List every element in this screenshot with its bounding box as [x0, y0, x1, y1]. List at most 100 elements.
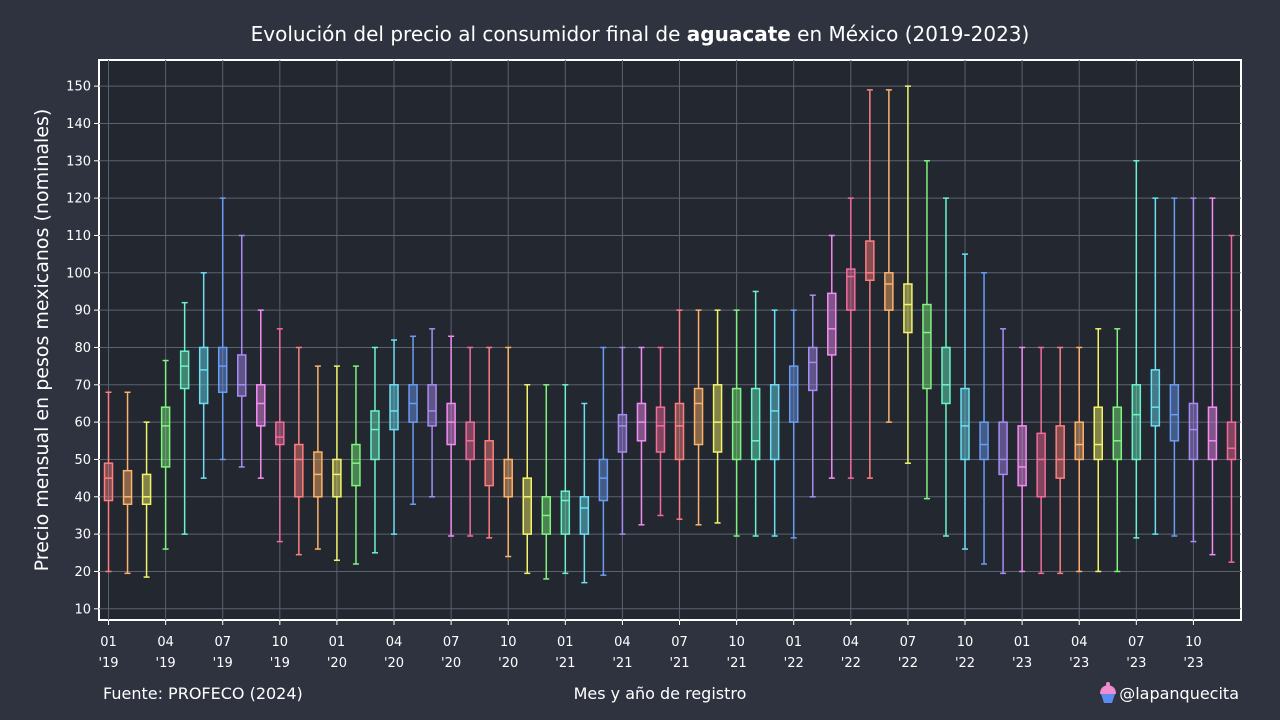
box-2020-01	[332, 365, 342, 562]
box-2021-03	[598, 346, 609, 576]
chart-title-prefix: Evolución del precio al consumidor final…	[251, 22, 687, 46]
box-2021-09	[712, 309, 723, 524]
x-tick-month: 04	[614, 635, 631, 650]
box-2020-10	[503, 346, 513, 558]
box-iqr	[217, 346, 228, 394]
box-2022-05	[865, 89, 875, 479]
x-tick-month: 04	[843, 635, 860, 650]
box-iqr	[1036, 432, 1046, 498]
box-2021-10	[731, 309, 742, 537]
y-tick-label: 50	[74, 453, 91, 468]
box-iqr	[808, 346, 818, 392]
y-tick-label: 110	[66, 229, 91, 244]
box-2022-12	[998, 328, 1008, 575]
x-tick-year: '19	[156, 656, 176, 671]
box-2022-02	[808, 294, 818, 498]
box-2019-05	[179, 301, 190, 535]
box-2023-11	[1207, 197, 1218, 556]
y-tick-label: 150	[66, 80, 91, 95]
box-2021-07	[674, 309, 685, 520]
x-tick-month: 04	[1071, 635, 1088, 650]
x-tick-year: '23	[1069, 656, 1089, 671]
box-iqr	[1150, 369, 1161, 427]
chart-title-suffix: en México (2019-2023)	[791, 22, 1030, 46]
box-2020-11	[522, 384, 532, 575]
box-2020-03	[370, 346, 380, 554]
box-2020-09	[484, 346, 494, 539]
box-iqr	[674, 402, 685, 461]
y-tick-label: 60	[74, 416, 91, 431]
box-iqr	[122, 469, 133, 506]
y-tick-label: 130	[66, 154, 91, 169]
x-tick-year: '23	[1126, 656, 1146, 671]
box-2019-03	[141, 421, 152, 578]
x-tick-month: 01	[785, 635, 802, 650]
y-tick-label: 120	[66, 192, 91, 207]
box-iqr	[1188, 402, 1199, 461]
box-2022-09	[941, 197, 951, 537]
chart-title-product: aguacate	[687, 22, 791, 46]
box-iqr	[237, 354, 247, 397]
box-2019-06	[198, 272, 209, 479]
box-2021-04	[617, 346, 628, 535]
box-2023-12	[1226, 234, 1237, 563]
x-axis-ticks: 01 '19 04 '19 07 '19 10 '19 01 '20 04 '20 07 '20 10 '20…	[98, 620, 1203, 671]
box-iqr	[522, 477, 532, 535]
x-tick-year: '21	[669, 656, 689, 671]
box-iqr	[998, 421, 1008, 476]
box-iqr	[141, 473, 152, 506]
x-tick-year: '21	[727, 656, 747, 671]
box-iqr	[827, 292, 837, 356]
box-iqr	[769, 384, 780, 461]
x-axis-label: Mes y año de registro	[574, 684, 747, 703]
box-iqr	[788, 365, 799, 423]
x-tick-year: '22	[784, 656, 804, 671]
x-tick-month: 07	[1128, 635, 1145, 650]
box-iqr	[179, 350, 190, 390]
box-iqr	[1169, 384, 1180, 442]
y-tick-label: 80	[74, 341, 91, 356]
box-2020-04	[389, 339, 399, 535]
x-tick-month: 04	[386, 635, 403, 650]
y-tick-label: 70	[74, 378, 91, 393]
box-iqr	[275, 421, 285, 446]
x-tick-month: 01	[100, 635, 117, 650]
box-iqr	[922, 303, 932, 390]
author-handle: @lapanquecita	[1119, 684, 1239, 703]
box-iqr	[1017, 425, 1027, 487]
box-iqr	[1074, 421, 1084, 461]
box-2019-02	[122, 391, 133, 575]
box-iqr	[979, 421, 989, 461]
x-tick-month: 01	[1014, 635, 1031, 650]
box-iqr	[579, 496, 590, 535]
box-iqr	[960, 387, 970, 461]
box-2023-07	[1131, 160, 1142, 539]
box-iqr	[655, 406, 666, 453]
y-tick-label: 10	[74, 602, 91, 617]
y-tick-label: 140	[66, 117, 91, 132]
boxes	[103, 85, 1237, 584]
box-iqr	[617, 413, 628, 453]
box-2019-12	[313, 365, 323, 550]
x-tick-year: '21	[612, 656, 632, 671]
x-tick-year: '19	[213, 656, 233, 671]
x-tick-month: 10	[500, 635, 517, 650]
box-2023-06	[1112, 328, 1123, 573]
box-iqr	[294, 443, 304, 498]
box-iqr	[865, 240, 875, 282]
box-iqr	[1131, 384, 1142, 461]
box-2021-12	[769, 309, 780, 537]
x-tick-year: '20	[384, 656, 404, 671]
box-2022-11	[979, 272, 989, 565]
box-2021-06	[655, 346, 666, 517]
box-iqr	[712, 384, 723, 453]
box-iqr	[731, 387, 742, 461]
box-2019-04	[160, 359, 171, 550]
x-tick-year: '19	[98, 656, 118, 671]
box-2022-07	[903, 85, 913, 464]
x-tick-month: 04	[157, 635, 174, 650]
x-tick-month: 01	[329, 635, 346, 650]
box-2020-06	[427, 328, 437, 498]
box-iqr	[598, 458, 609, 502]
x-tick-month: 10	[728, 635, 745, 650]
